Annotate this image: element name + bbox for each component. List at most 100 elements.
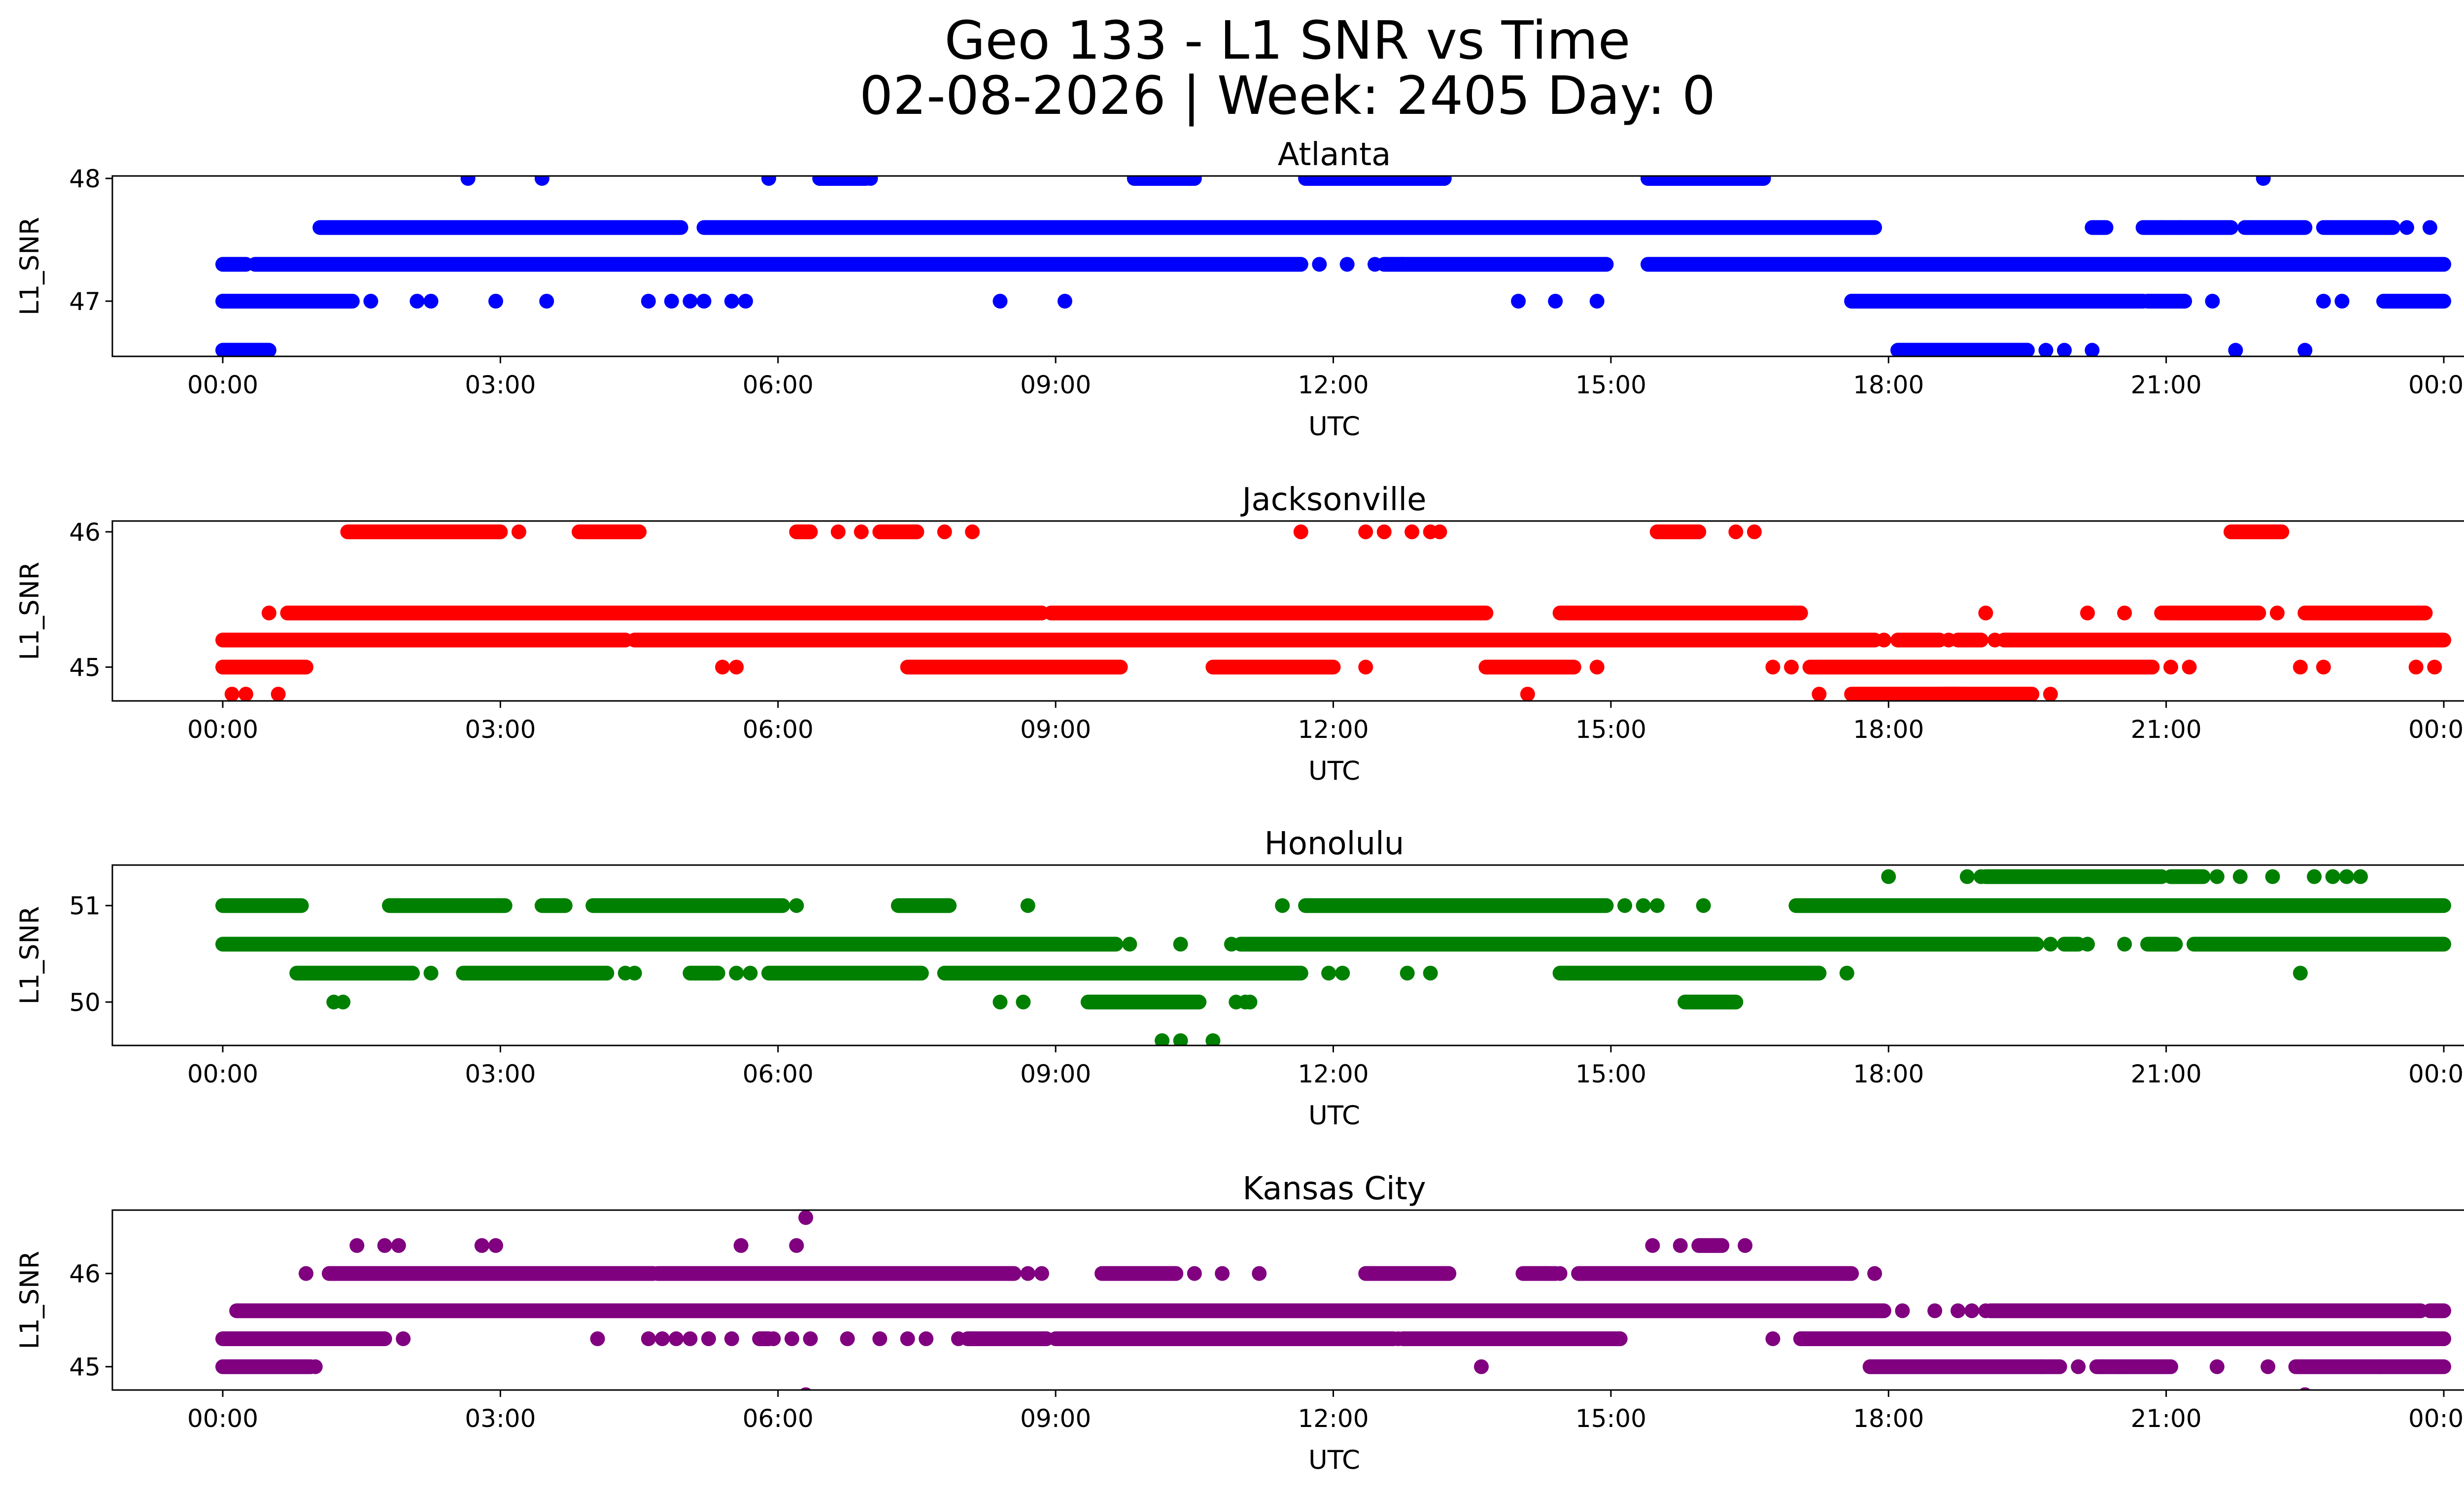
data-point: [1390, 1331, 1405, 1346]
data-point: [1589, 660, 1605, 675]
data-point-run: [2228, 343, 2243, 356]
data-point: [1335, 966, 1350, 981]
y-tick-label: 50: [69, 988, 101, 1017]
y-tick-label: 45: [69, 1353, 101, 1382]
y-axis-label: L1_SNR: [15, 217, 45, 315]
plot-frame: [111, 520, 2464, 702]
data-point-run: [789, 524, 818, 539]
data-point-run: [1951, 632, 1989, 648]
x-tick-label: 09:00: [1020, 715, 1091, 744]
x-tick-label: 06:00: [743, 1060, 814, 1088]
data-point-run: [382, 898, 513, 913]
data-point-run: [247, 257, 1308, 272]
data-point: [789, 898, 804, 913]
data-point: [1881, 869, 1896, 884]
data-point: [2297, 343, 2313, 356]
data-point: [396, 1331, 411, 1346]
data-point: [488, 1238, 503, 1253]
data-point: [1205, 1033, 1221, 1045]
data-point: [743, 966, 758, 981]
data-point: [2182, 660, 2197, 675]
x-tick-label: 00:00: [187, 371, 258, 399]
data-point: [724, 1331, 739, 1346]
data-point: [423, 966, 439, 981]
data-point: [1987, 632, 2003, 648]
x-tick-label: 15:00: [1575, 1404, 1646, 1433]
data-point: [683, 293, 698, 309]
data-point-run: [1978, 869, 2169, 884]
data-point: [1432, 524, 1447, 539]
x-tick-label: 00:00: [187, 715, 258, 744]
data-point-run: [1802, 660, 2160, 675]
data-point: [701, 1331, 716, 1346]
x-tick-label: 00:00: [187, 1404, 258, 1433]
data-point: [2256, 176, 2271, 186]
data-point: [1520, 687, 1535, 701]
data-point: [1224, 937, 1239, 952]
data-point: [488, 293, 503, 309]
x-tick-label: 00:00: [2408, 1404, 2464, 1433]
data-point: [1978, 1303, 1993, 1319]
x-tick-label: 12:00: [1298, 371, 1369, 399]
data-point: [2117, 605, 2132, 621]
data-point: [951, 1331, 966, 1346]
data-point-run: [2288, 1359, 2451, 1374]
x-axis-label: UTC: [1308, 1445, 1360, 1475]
data-point-run: [2297, 605, 2433, 621]
data-point-run: [2237, 220, 2313, 235]
x-tick-label: 21:00: [2131, 715, 2202, 744]
data-point: [965, 524, 980, 539]
x-tick-label: 03:00: [465, 1404, 536, 1433]
data-point: [1927, 1303, 1943, 1319]
data-point-run: [1890, 343, 2035, 356]
data-point: [729, 660, 744, 675]
data-point: [2094, 1359, 2109, 1374]
y-tick-label: 51: [69, 892, 101, 920]
data-point: [641, 1331, 656, 1346]
panel-title: Kansas City: [1242, 1171, 1426, 1207]
x-axis-label: UTC: [1308, 412, 1360, 442]
data-point: [1252, 1266, 1267, 1281]
data-point-run: [215, 1331, 392, 1346]
data-point-run: [2186, 937, 2451, 952]
data-point-run: [1552, 605, 1808, 621]
data-point-run: [215, 937, 1124, 952]
y-tick-label: 45: [69, 653, 101, 682]
data-point: [733, 1238, 749, 1253]
data-point: [1173, 1033, 1188, 1045]
series-markers: [215, 869, 2451, 1045]
data-point-run: [1395, 1331, 1628, 1346]
data-point: [863, 176, 878, 186]
data-point: [1812, 687, 1827, 701]
x-tick-label: 21:00: [2131, 1404, 2202, 1433]
data-point: [2112, 1359, 2127, 1374]
data-point: [460, 176, 476, 186]
y-tick-label: 46: [69, 518, 101, 547]
data-point: [2422, 220, 2437, 235]
data-point: [1548, 293, 1563, 309]
x-tick-label: 00:00: [2408, 1060, 2464, 1088]
data-point-run: [2422, 1303, 2451, 1319]
data-point-run: [321, 1266, 661, 1281]
data-point: [789, 1238, 804, 1253]
x-tick-label: 00:00: [2408, 371, 2464, 399]
data-point: [1020, 898, 1035, 913]
data-point-run: [1552, 966, 1827, 981]
data-point-run: [1205, 660, 1341, 675]
data-point: [715, 660, 730, 675]
data-point-run: [280, 605, 1049, 621]
data-point-run: [2224, 524, 2290, 539]
data-point: [1400, 966, 1415, 981]
data-point-run: [215, 293, 360, 309]
data-point-run: [872, 524, 924, 539]
x-tick-label: 09:00: [1020, 1060, 1091, 1088]
data-point: [1617, 898, 1633, 913]
data-point: [1876, 632, 1891, 648]
x-tick-label: 15:00: [1575, 371, 1646, 399]
data-point-run: [585, 898, 790, 913]
data-point: [1746, 524, 1762, 539]
data-point: [2307, 869, 2322, 884]
data-point: [1738, 1238, 1753, 1253]
data-point: [2163, 660, 2179, 675]
data-point: [900, 1331, 915, 1346]
